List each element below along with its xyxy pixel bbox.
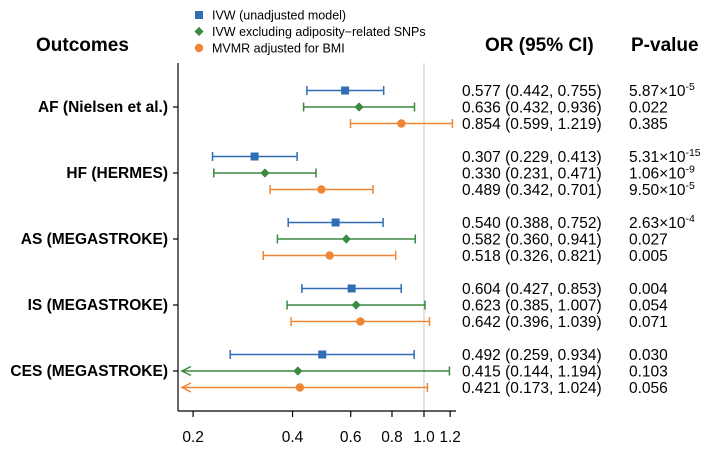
- point-estimate-circle: [296, 383, 304, 391]
- ci-row: [277, 234, 415, 243]
- legend-marker-square: [195, 11, 203, 19]
- or-ci-value: 0.636 (0.432, 0.936): [462, 100, 602, 117]
- x-tick-label: 0.8: [381, 429, 403, 446]
- legend-item: MVMR adjusted for BMI: [195, 42, 345, 56]
- or-ci-value: 0.518 (0.326, 0.821): [462, 248, 602, 265]
- outcome-label: IS (MEGASTROKE): [28, 297, 168, 314]
- legend-marker-circle: [195, 44, 203, 52]
- ci-row: [213, 152, 298, 161]
- ci-row: [263, 251, 395, 260]
- point-estimate-diamond: [293, 366, 302, 375]
- legend-label: IVW excluding adiposity−related SNPs: [212, 25, 426, 39]
- p-value-exponent: -9: [685, 164, 694, 176]
- x-tick-label: 1.2: [439, 429, 461, 446]
- p-value: 0.005: [629, 248, 668, 265]
- x-tick-label: 1.0: [413, 429, 435, 446]
- point-estimate-diamond: [352, 300, 361, 309]
- ci-row: [230, 350, 414, 359]
- p-value-exponent: -5: [685, 180, 694, 192]
- ci-row: [302, 284, 401, 293]
- ci-row: [307, 86, 384, 95]
- p-value: 0.054: [629, 298, 668, 315]
- ci-row: [182, 383, 427, 392]
- point-estimate-square: [318, 351, 326, 359]
- or-ci-value: 0.415 (0.144, 1.194): [462, 364, 602, 381]
- point-estimate-circle: [397, 119, 405, 127]
- p-value: 0.385: [629, 116, 668, 133]
- p-value: 0.071: [629, 314, 668, 331]
- outcome-label: AF (Nielsen et al.): [38, 99, 168, 116]
- legend-label: IVW (unadjusted model): [212, 9, 346, 23]
- outcome-label: AS (MEGASTROKE): [21, 231, 168, 248]
- p-value: 0.022: [629, 100, 668, 117]
- p-value: 0.056: [629, 380, 668, 397]
- p-value: 2.63×10-4: [629, 213, 695, 232]
- result-table: 0.577 (0.442, 0.755) 5.87×10-5 0.636 (0.43…: [462, 81, 701, 397]
- ci-row: [350, 119, 452, 128]
- ci-row: [288, 218, 383, 227]
- point-estimate-square: [341, 87, 349, 95]
- point-estimate-circle: [317, 185, 325, 193]
- point-estimate-circle: [356, 317, 364, 325]
- ci-row: [291, 317, 429, 326]
- point-estimate-square: [348, 285, 356, 293]
- p-value-exponent: -5: [685, 81, 694, 93]
- x-tick-label: 0.6: [340, 429, 362, 446]
- p-value-exponent: -15: [685, 147, 700, 159]
- forest-plot: Outcomes OR (95% CI) P-value IVW (unadju…: [0, 0, 706, 450]
- point-estimate-diamond: [354, 102, 363, 111]
- header-outcomes: Outcomes: [36, 35, 129, 56]
- p-value-exponent: -4: [685, 213, 694, 225]
- ci-row: [304, 102, 415, 111]
- legend-label: MVMR adjusted for BMI: [212, 42, 345, 56]
- or-ci-value: 0.642 (0.396, 1.039): [462, 314, 602, 331]
- p-value: 5.87×10-5: [629, 81, 695, 100]
- legend-marker-diamond: [194, 27, 203, 36]
- or-ci-value: 0.604 (0.427, 0.853): [462, 281, 602, 298]
- point-estimate-diamond: [342, 234, 351, 243]
- header-or-ci: OR (95% CI): [485, 35, 594, 56]
- p-value: 0.030: [629, 347, 668, 364]
- header-p-value: P-value: [631, 35, 699, 56]
- or-ci-value: 0.421 (0.173, 1.024): [462, 380, 602, 397]
- or-ci-value: 0.540 (0.388, 0.752): [462, 215, 602, 232]
- p-value: 0.027: [629, 232, 668, 249]
- or-ci-value: 0.307 (0.229, 0.413): [462, 149, 602, 166]
- ci-row: [214, 168, 316, 177]
- ci-row: [270, 185, 373, 194]
- data-marks: [182, 86, 452, 392]
- or-ci-value: 0.577 (0.442, 0.755): [462, 83, 602, 100]
- point-estimate-circle: [325, 251, 333, 259]
- p-value: 0.103: [629, 364, 668, 381]
- outcome-labels: AF (Nielsen et al.) HF (HERMES) AS (MEGAST…: [10, 99, 168, 380]
- outcome-label: HF (HERMES): [66, 165, 168, 182]
- point-estimate-square: [332, 219, 340, 227]
- legend: IVW (unadjusted model) IVW excluding adip…: [194, 9, 425, 56]
- or-ci-value: 0.582 (0.360, 0.941): [462, 232, 602, 249]
- legend-item: IVW excluding adiposity−related SNPs: [194, 25, 425, 39]
- axes: 0.2 0.4 0.6 0.8 1.0 1.2: [173, 63, 461, 446]
- outcome-label: CES (MEGASTROKE): [10, 363, 168, 380]
- ci-row: [182, 366, 449, 375]
- legend-item: IVW (unadjusted model): [195, 9, 346, 23]
- x-tick-label: 0.4: [282, 429, 304, 446]
- p-value: 9.50×10-5: [629, 180, 695, 199]
- ci-row: [287, 300, 425, 309]
- or-ci-value: 0.330 (0.231, 0.471): [462, 166, 602, 183]
- point-estimate-diamond: [260, 168, 269, 177]
- or-ci-value: 0.854 (0.599, 1.219): [462, 116, 602, 133]
- p-value: 0.004: [629, 281, 668, 298]
- point-estimate-square: [251, 153, 259, 161]
- or-ci-value: 0.623 (0.385, 1.007): [462, 298, 602, 315]
- x-tick-label: 0.2: [182, 429, 204, 446]
- or-ci-value: 0.489 (0.342, 0.701): [462, 182, 602, 199]
- or-ci-value: 0.492 (0.259, 0.934): [462, 347, 602, 364]
